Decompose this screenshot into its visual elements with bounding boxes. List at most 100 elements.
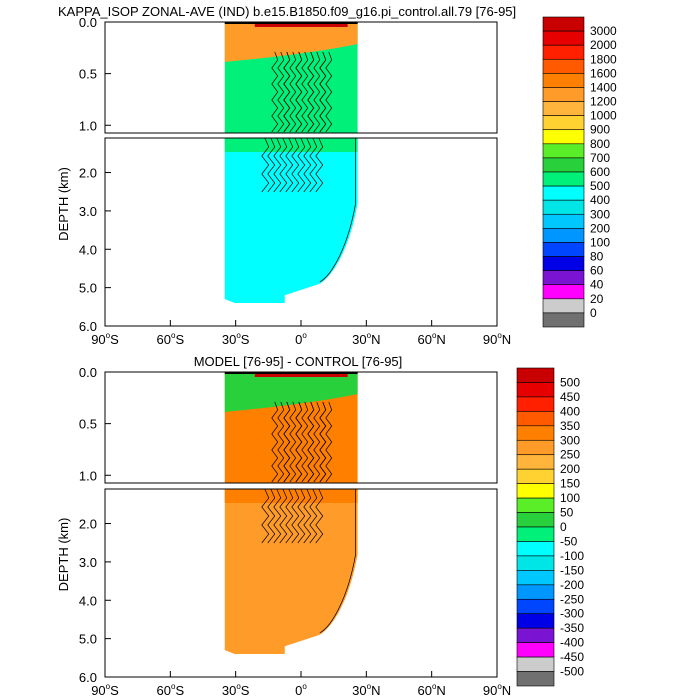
colorbar-swatch (516, 396, 555, 412)
colorbar-swatch (516, 656, 555, 672)
y-tick-label: 0.5 (79, 67, 97, 82)
y-tick-label: 1.0 (79, 468, 97, 483)
colorbar-swatch (516, 671, 555, 687)
degree-sign: o (367, 682, 372, 691)
colorbar-label: 20 (590, 292, 604, 306)
colorbar-label: -450 (560, 650, 584, 664)
colorbar-swatch (516, 526, 555, 542)
contour-line (309, 137, 318, 193)
x-tick-deg: 60 (418, 332, 432, 347)
degree-sign: o (106, 331, 111, 340)
y-tick-label: 4.0 (79, 593, 97, 608)
colorbar-swatch (516, 497, 555, 513)
x-tick-label: 0o (295, 331, 307, 347)
x-tick-hemi: S (110, 332, 119, 347)
colorbar-label: 50 (560, 506, 574, 520)
colorbar-swatch (542, 298, 585, 314)
x-tick-label: 60oN (418, 682, 446, 698)
colorbar: 500450400350300250200150100500-50-100-15… (516, 367, 584, 687)
lower-fill (224, 138, 358, 303)
colorbar-label: 400 (560, 404, 580, 418)
x-tick-label: 60oN (418, 331, 446, 347)
lower-panel (224, 488, 358, 654)
contour-line (285, 488, 294, 544)
colorbar-label: 1800 (590, 52, 617, 66)
degree-sign: o (236, 331, 241, 340)
chart-title: MODEL [76-95] - CONTROL [76-95] (194, 354, 403, 369)
colorbar-swatch (542, 157, 585, 173)
colorbar-label: 900 (590, 123, 610, 137)
colorbar-label: 3000 (590, 24, 617, 38)
x-tick-deg: 0 (295, 332, 302, 347)
colorbar-swatch (542, 16, 585, 32)
contour-line (301, 51, 309, 133)
colorbar-swatch (516, 512, 555, 528)
colorbar-swatch (542, 101, 585, 116)
lower-upper-band (224, 489, 358, 503)
lower-upper-band (224, 138, 358, 152)
x-tick-deg: 60 (157, 683, 171, 698)
x-tick-deg: 0 (295, 683, 302, 698)
colorbar-label: 500 (560, 375, 580, 389)
y-tick-label: 1.0 (79, 118, 97, 133)
x-tick-hemi: S (241, 332, 250, 347)
colorbar-swatch (542, 270, 585, 286)
contour-line (325, 51, 333, 133)
contour-line (307, 401, 315, 483)
x-tick-hemi: N (371, 683, 380, 698)
x-tick-label: 90oS (91, 682, 119, 698)
contour-line (273, 137, 282, 193)
x-tick-label: 90oS (91, 331, 119, 347)
contour-line (315, 488, 324, 544)
colorbar-label: 1000 (590, 109, 617, 123)
colorbar-label: 0 (560, 520, 567, 534)
x-tick-deg: 30 (352, 332, 366, 347)
colorbar-label: 450 (560, 390, 580, 404)
y-tick-label: 5.0 (79, 281, 97, 296)
colorbar-swatch (542, 73, 585, 88)
x-tick-hemi: N (371, 332, 380, 347)
contour-line (273, 488, 282, 544)
x-tick-deg: 90 (483, 332, 497, 347)
colorbar-label: 150 (560, 477, 580, 491)
colorbar-swatch (516, 613, 555, 629)
colorbar-swatch (516, 555, 555, 571)
colorbar-label: 300 (590, 207, 610, 221)
x-tick-deg: 30 (222, 332, 236, 347)
colorbar-swatch (516, 541, 555, 557)
colorbar-label: 700 (590, 151, 610, 165)
colorbar-label: 1400 (590, 80, 617, 94)
colorbar-label: 1200 (590, 95, 617, 109)
colorbar-label: 400 (590, 193, 610, 207)
x-tick-label: 60oS (157, 331, 185, 347)
y-tick-label: 0.0 (79, 365, 97, 380)
contour-line (313, 401, 321, 483)
colorbar-swatch (542, 44, 585, 60)
contour-line (267, 488, 276, 544)
colorbar-swatch (542, 199, 585, 215)
colorbar-swatch (542, 284, 585, 300)
x-tick-label: 30oS (222, 682, 250, 698)
contour-line (289, 401, 297, 483)
degree-sign: o (302, 331, 307, 340)
surface-band (224, 372, 358, 412)
contour-line (279, 488, 288, 544)
panel-kappa-isop: KAPPA_ISOP ZONAL-AVE (IND) b.e15.B1850.f… (56, 4, 617, 347)
degree-sign: o (106, 682, 111, 691)
x-tick-deg: 90 (91, 683, 105, 698)
colorbar-swatch (542, 58, 585, 74)
y-tick-label: 2.0 (79, 166, 97, 181)
colorbar-label: 500 (590, 179, 610, 193)
x-tick-label: 30oN (352, 682, 380, 698)
contour-line (277, 51, 285, 133)
colorbar-label: -300 (560, 607, 584, 621)
x-tick-deg: 60 (418, 683, 432, 698)
colorbar-label: 300 (560, 433, 580, 447)
degree-sign: o (432, 331, 437, 340)
contour-line (309, 488, 318, 544)
degree-sign: o (236, 682, 241, 691)
colorbar-swatch (542, 143, 585, 159)
colorbar-label: -250 (560, 592, 584, 606)
upper-panel (224, 372, 358, 483)
contour-line (303, 137, 312, 193)
